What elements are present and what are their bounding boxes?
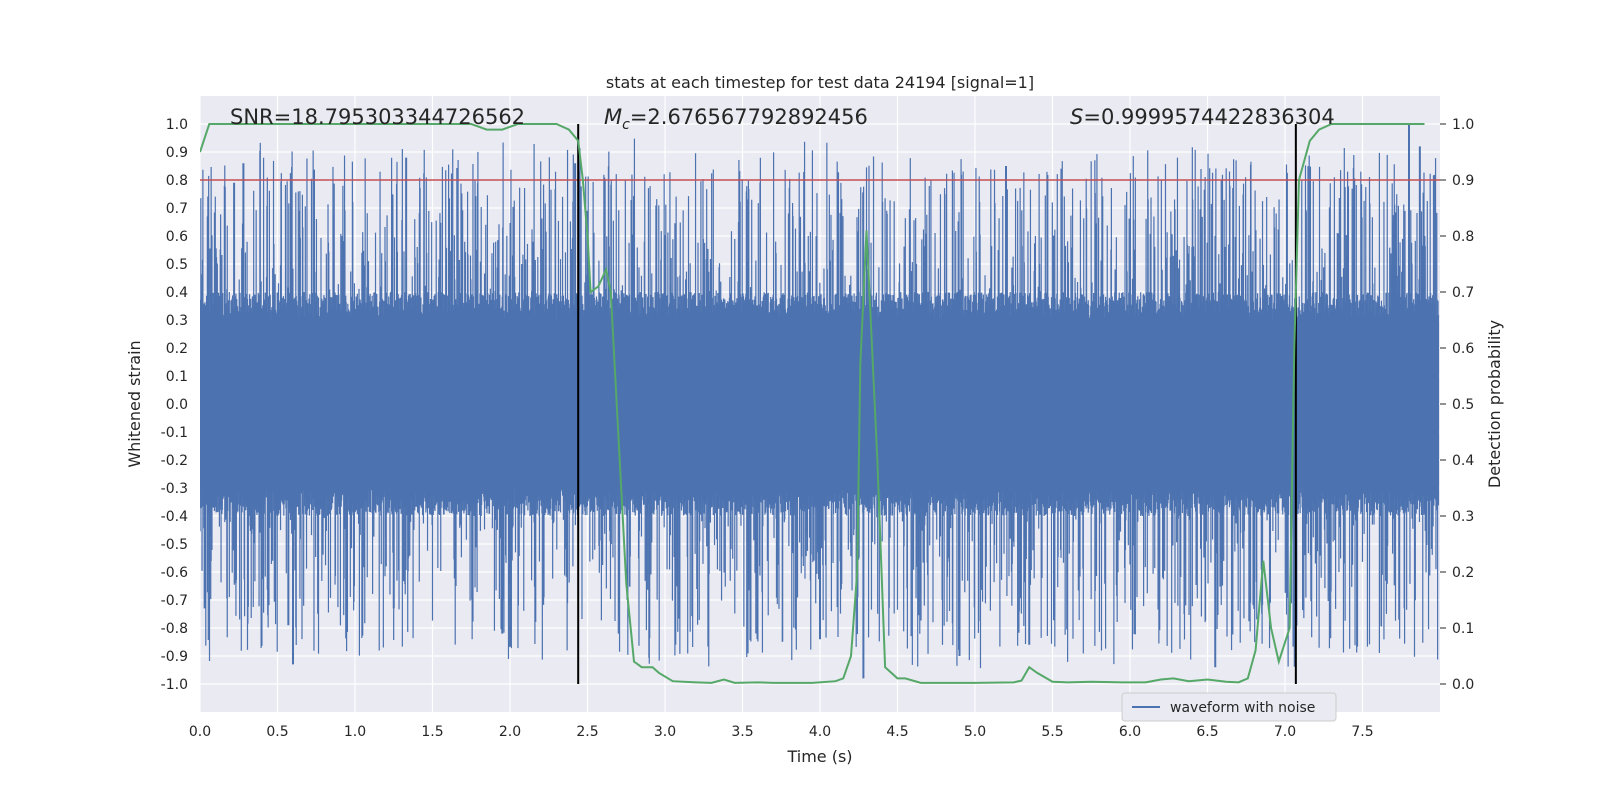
x-tick-label: 1.5	[421, 724, 443, 740]
axes: 0.0 0.5 1.0 1.5 2.0 2.5 3.0 3.5 4.0 4.5 5.0 5.5 6.0 6…	[161, 117, 1475, 740]
detection-probability-line	[200, 123, 1425, 684]
y-tick-label: -0.9	[161, 649, 188, 665]
x-tick-label: 1.0	[344, 724, 366, 740]
y-tick-label: 0.8	[166, 173, 188, 189]
y-tick-label: -1.0	[161, 677, 188, 693]
x-tick-label: 6.5	[1196, 724, 1218, 740]
y-tick-label: -0.1	[161, 425, 188, 441]
y2-tick-label: 0.7	[1452, 285, 1474, 301]
y2-tick-label: 0.1	[1452, 621, 1474, 637]
x-axis-label: Time (s)	[786, 747, 852, 766]
y-tick-label: 0.0	[166, 397, 188, 413]
y2-axis-label: Detection probability	[1485, 320, 1504, 488]
probability-series	[200, 123, 1425, 684]
y-tick-label: -0.6	[161, 565, 188, 581]
x-tick-label: 0.5	[266, 724, 288, 740]
y-tick-label: -0.4	[161, 509, 188, 525]
x-tick-label: 0.0	[189, 724, 211, 740]
x-tick-label: 3.5	[731, 724, 753, 740]
y2-tick-label: 0.9	[1452, 173, 1474, 189]
x-tick-label: 4.0	[809, 724, 831, 740]
y2-tick-label: 0.2	[1452, 565, 1474, 581]
x-tick-label: 2.0	[499, 724, 521, 740]
x-tick-label: 2.5	[576, 724, 598, 740]
y-tick-label: 0.7	[166, 201, 188, 217]
y-tick-label: 0.2	[166, 341, 188, 357]
score-symbol: S	[1070, 105, 1083, 129]
y-tick-label: 0.9	[166, 145, 188, 161]
y-tick-label: -0.2	[161, 453, 188, 469]
waveform-noise-trace	[200, 138, 1440, 669]
waveform-series	[200, 124, 1440, 679]
legend-box	[1121, 692, 1337, 722]
legend-label-waveform: waveform with noise	[1170, 700, 1315, 716]
score-value: =0.9999574422836304	[1083, 105, 1334, 129]
x-tick-label: 3.0	[654, 724, 676, 740]
x-tick-label: 6.0	[1119, 724, 1141, 740]
y-tick-label: -0.8	[161, 621, 188, 637]
snr-annotation: SNR=18.795303344726562	[230, 105, 525, 129]
y-tick-label: 0.5	[166, 257, 188, 273]
x-tick-label: 7.5	[1351, 724, 1373, 740]
y-tick-label: 0.4	[166, 285, 188, 301]
x-tick-label: 5.5	[1041, 724, 1063, 740]
y-tick-label: -0.7	[161, 593, 188, 609]
y2-tick-label: 0.3	[1452, 509, 1474, 525]
y2-tick-label: 1.0	[1452, 117, 1474, 133]
chirp-mass-symbol: M	[604, 105, 622, 129]
chart-title: stats at each timestep for test data 241…	[606, 73, 1034, 92]
chirp-mass-value: =2.676567792892456	[630, 105, 868, 129]
y-tick-label: 0.3	[166, 313, 188, 329]
x-tick-label: 5.0	[964, 724, 986, 740]
y2-tick-label: 0.0	[1452, 677, 1474, 693]
chirp-mass-annotation: Mc=2.676567792892456	[604, 105, 868, 133]
y-tick-label: 1.0	[166, 117, 188, 133]
x-tick-label: 4.5	[886, 724, 908, 740]
y-tick-label: -0.5	[161, 537, 188, 553]
y2-tick-label: 0.4	[1452, 453, 1474, 469]
y-axis-label: Whitened strain	[125, 340, 144, 467]
chirp-mass-subscript: c	[622, 117, 630, 133]
y-tick-label: 0.6	[166, 229, 188, 245]
y2-tick-label: 0.5	[1452, 397, 1474, 413]
overlay-lines	[200, 124, 1440, 684]
legend: waveform with noise	[1121, 692, 1337, 722]
y-tick-label: 0.1	[166, 369, 188, 385]
y2-tick-label: 0.8	[1452, 229, 1474, 245]
score-annotation: S=0.9999574422836304	[1070, 105, 1335, 129]
y2-tick-label: 0.6	[1452, 341, 1474, 357]
x-tick-label: 7.0	[1274, 724, 1296, 740]
y-tick-label: -0.3	[161, 481, 188, 497]
